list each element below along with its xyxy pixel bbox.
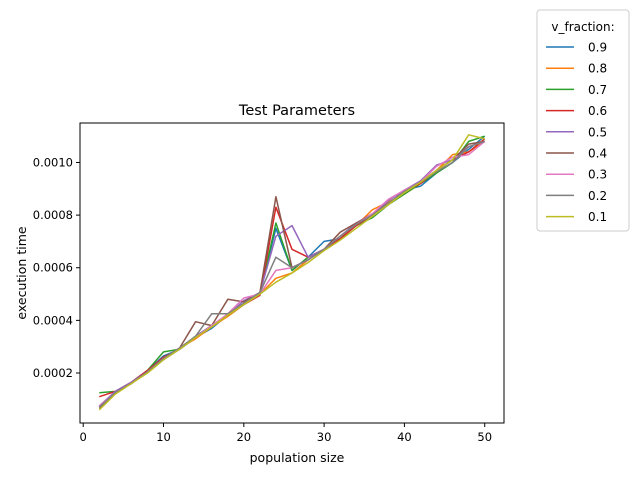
y-tick-label: 0.0010 [33, 155, 73, 169]
y-tick-label: 0.0004 [33, 313, 73, 327]
y-axis: 0.0002 0.0004 0.0006 0.0008 0.0010 [33, 155, 80, 380]
y-tick-label: 0.0002 [33, 366, 73, 380]
legend-label-0.9: 0.9 [588, 41, 607, 55]
x-axis: 0 10 20 30 40 50 [80, 423, 492, 444]
x-tick-label: 50 [477, 430, 492, 444]
legend-label-0.5: 0.5 [588, 125, 607, 139]
series-line-0.6 [99, 138, 486, 398]
legend-label-0.4: 0.4 [588, 147, 607, 161]
chart-title: Test Parameters [238, 103, 355, 119]
plot-lines [98, 134, 486, 411]
plot-frame [79, 122, 505, 424]
legend-items: 0.9 0.8 0.7 0.6 0.5 0.4 0.3 0.2 0.1 [546, 41, 607, 224]
x-axis-label: population size [250, 450, 345, 465]
legend-label-0.7: 0.7 [588, 83, 607, 97]
x-tick-label: 30 [317, 430, 332, 444]
legend-label-0.8: 0.8 [588, 62, 607, 76]
y-axis-label: execution time [14, 226, 29, 319]
x-tick-label: 20 [236, 430, 251, 444]
legend-label-0.1: 0.1 [588, 210, 607, 224]
y-tick-label: 0.0006 [33, 261, 73, 275]
legend-label-0.3: 0.3 [588, 168, 607, 182]
x-tick-label: 0 [80, 430, 87, 444]
legend-label-0.2: 0.2 [588, 189, 607, 203]
legend: v_fraction: 0.9 0.8 0.7 0.6 0.5 0.4 0.3 0.2 0.1 [536, 9, 630, 232]
legend-label-0.6: 0.6 [588, 104, 607, 118]
legend-frame [536, 9, 630, 232]
legend-title: v_fraction: [551, 20, 614, 34]
x-tick-label: 40 [397, 430, 412, 444]
series-line-0.1 [98, 134, 485, 411]
x-tick-label: 10 [156, 430, 171, 444]
y-tick-label: 0.0008 [33, 208, 73, 222]
